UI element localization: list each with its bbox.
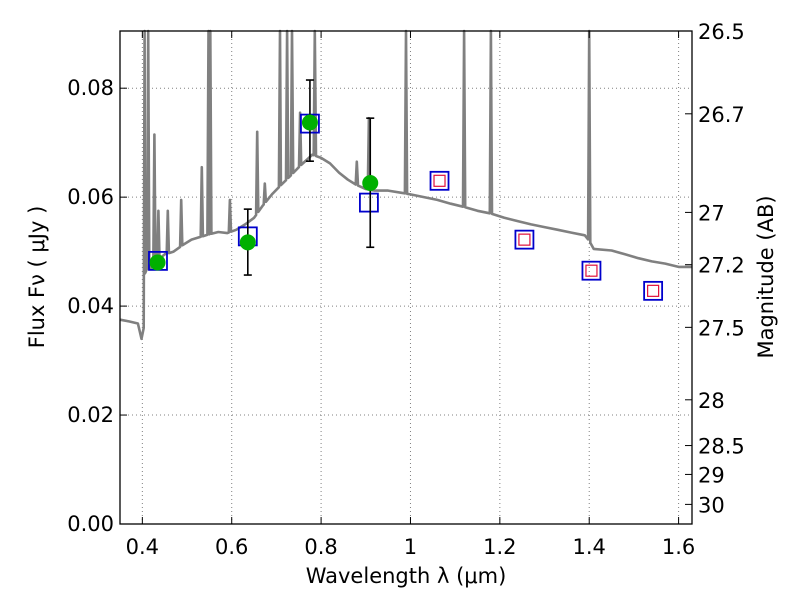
points-layer xyxy=(148,79,664,301)
ticks-layer: 0.4 0.6 0.8 1 1.2 1.4 1.6 0.00 0.02 0.04 0.06 0.08 2… xyxy=(67,20,745,559)
measured-point xyxy=(362,174,379,191)
model-point-inner xyxy=(433,174,446,187)
model-point-inner xyxy=(585,264,598,277)
x-tick-label: 1.6 xyxy=(662,535,695,559)
x-tick-label: 0.8 xyxy=(304,535,337,559)
plot-frame xyxy=(119,30,693,525)
y-axis-right-label: Magnitude (AB) xyxy=(754,195,778,358)
measured-point xyxy=(301,114,318,131)
x-tick-label: 1.2 xyxy=(483,535,516,559)
measured-point xyxy=(149,254,166,271)
y-tick-label: 0.02 xyxy=(67,403,114,427)
model-point-inner xyxy=(647,284,660,297)
model-point xyxy=(359,192,379,213)
grid-lines xyxy=(120,31,692,524)
right-tick-label: 27.2 xyxy=(698,254,745,278)
y-tick-label: 0.06 xyxy=(67,185,114,209)
spectrum-layer xyxy=(119,29,692,341)
y-tick-label: 0.04 xyxy=(67,294,114,318)
x-tick-label: 0.6 xyxy=(215,535,248,559)
measured-point xyxy=(239,234,256,251)
right-tick-label: 27.5 xyxy=(698,316,745,340)
model-point xyxy=(429,170,450,191)
right-tick-label: 28 xyxy=(698,389,725,413)
y-tick-label: 0.08 xyxy=(67,76,114,100)
spectrum-line xyxy=(119,29,692,341)
y-tick-label: 0.00 xyxy=(67,512,114,536)
x-tick-label: 1 xyxy=(404,535,417,559)
x-tick-label: 0.4 xyxy=(126,535,159,559)
right-tick-label: 26.5 xyxy=(698,20,745,44)
model-point-inner xyxy=(518,233,531,246)
y-axis-label: Flux Fν ( μJy ) xyxy=(25,206,49,349)
x-axis-label: Wavelength λ (μm) xyxy=(306,564,507,588)
model-point xyxy=(581,260,602,281)
model-point xyxy=(514,229,535,250)
model-point xyxy=(643,280,664,301)
right-tick-label: 29 xyxy=(698,463,725,487)
right-tick-label: 26.7 xyxy=(698,103,745,127)
right-tick-label: 30 xyxy=(698,493,725,517)
x-tick-label: 1.4 xyxy=(573,535,606,559)
right-tick-label: 27 xyxy=(698,201,725,225)
right-tick-label: 28.5 xyxy=(698,435,745,459)
